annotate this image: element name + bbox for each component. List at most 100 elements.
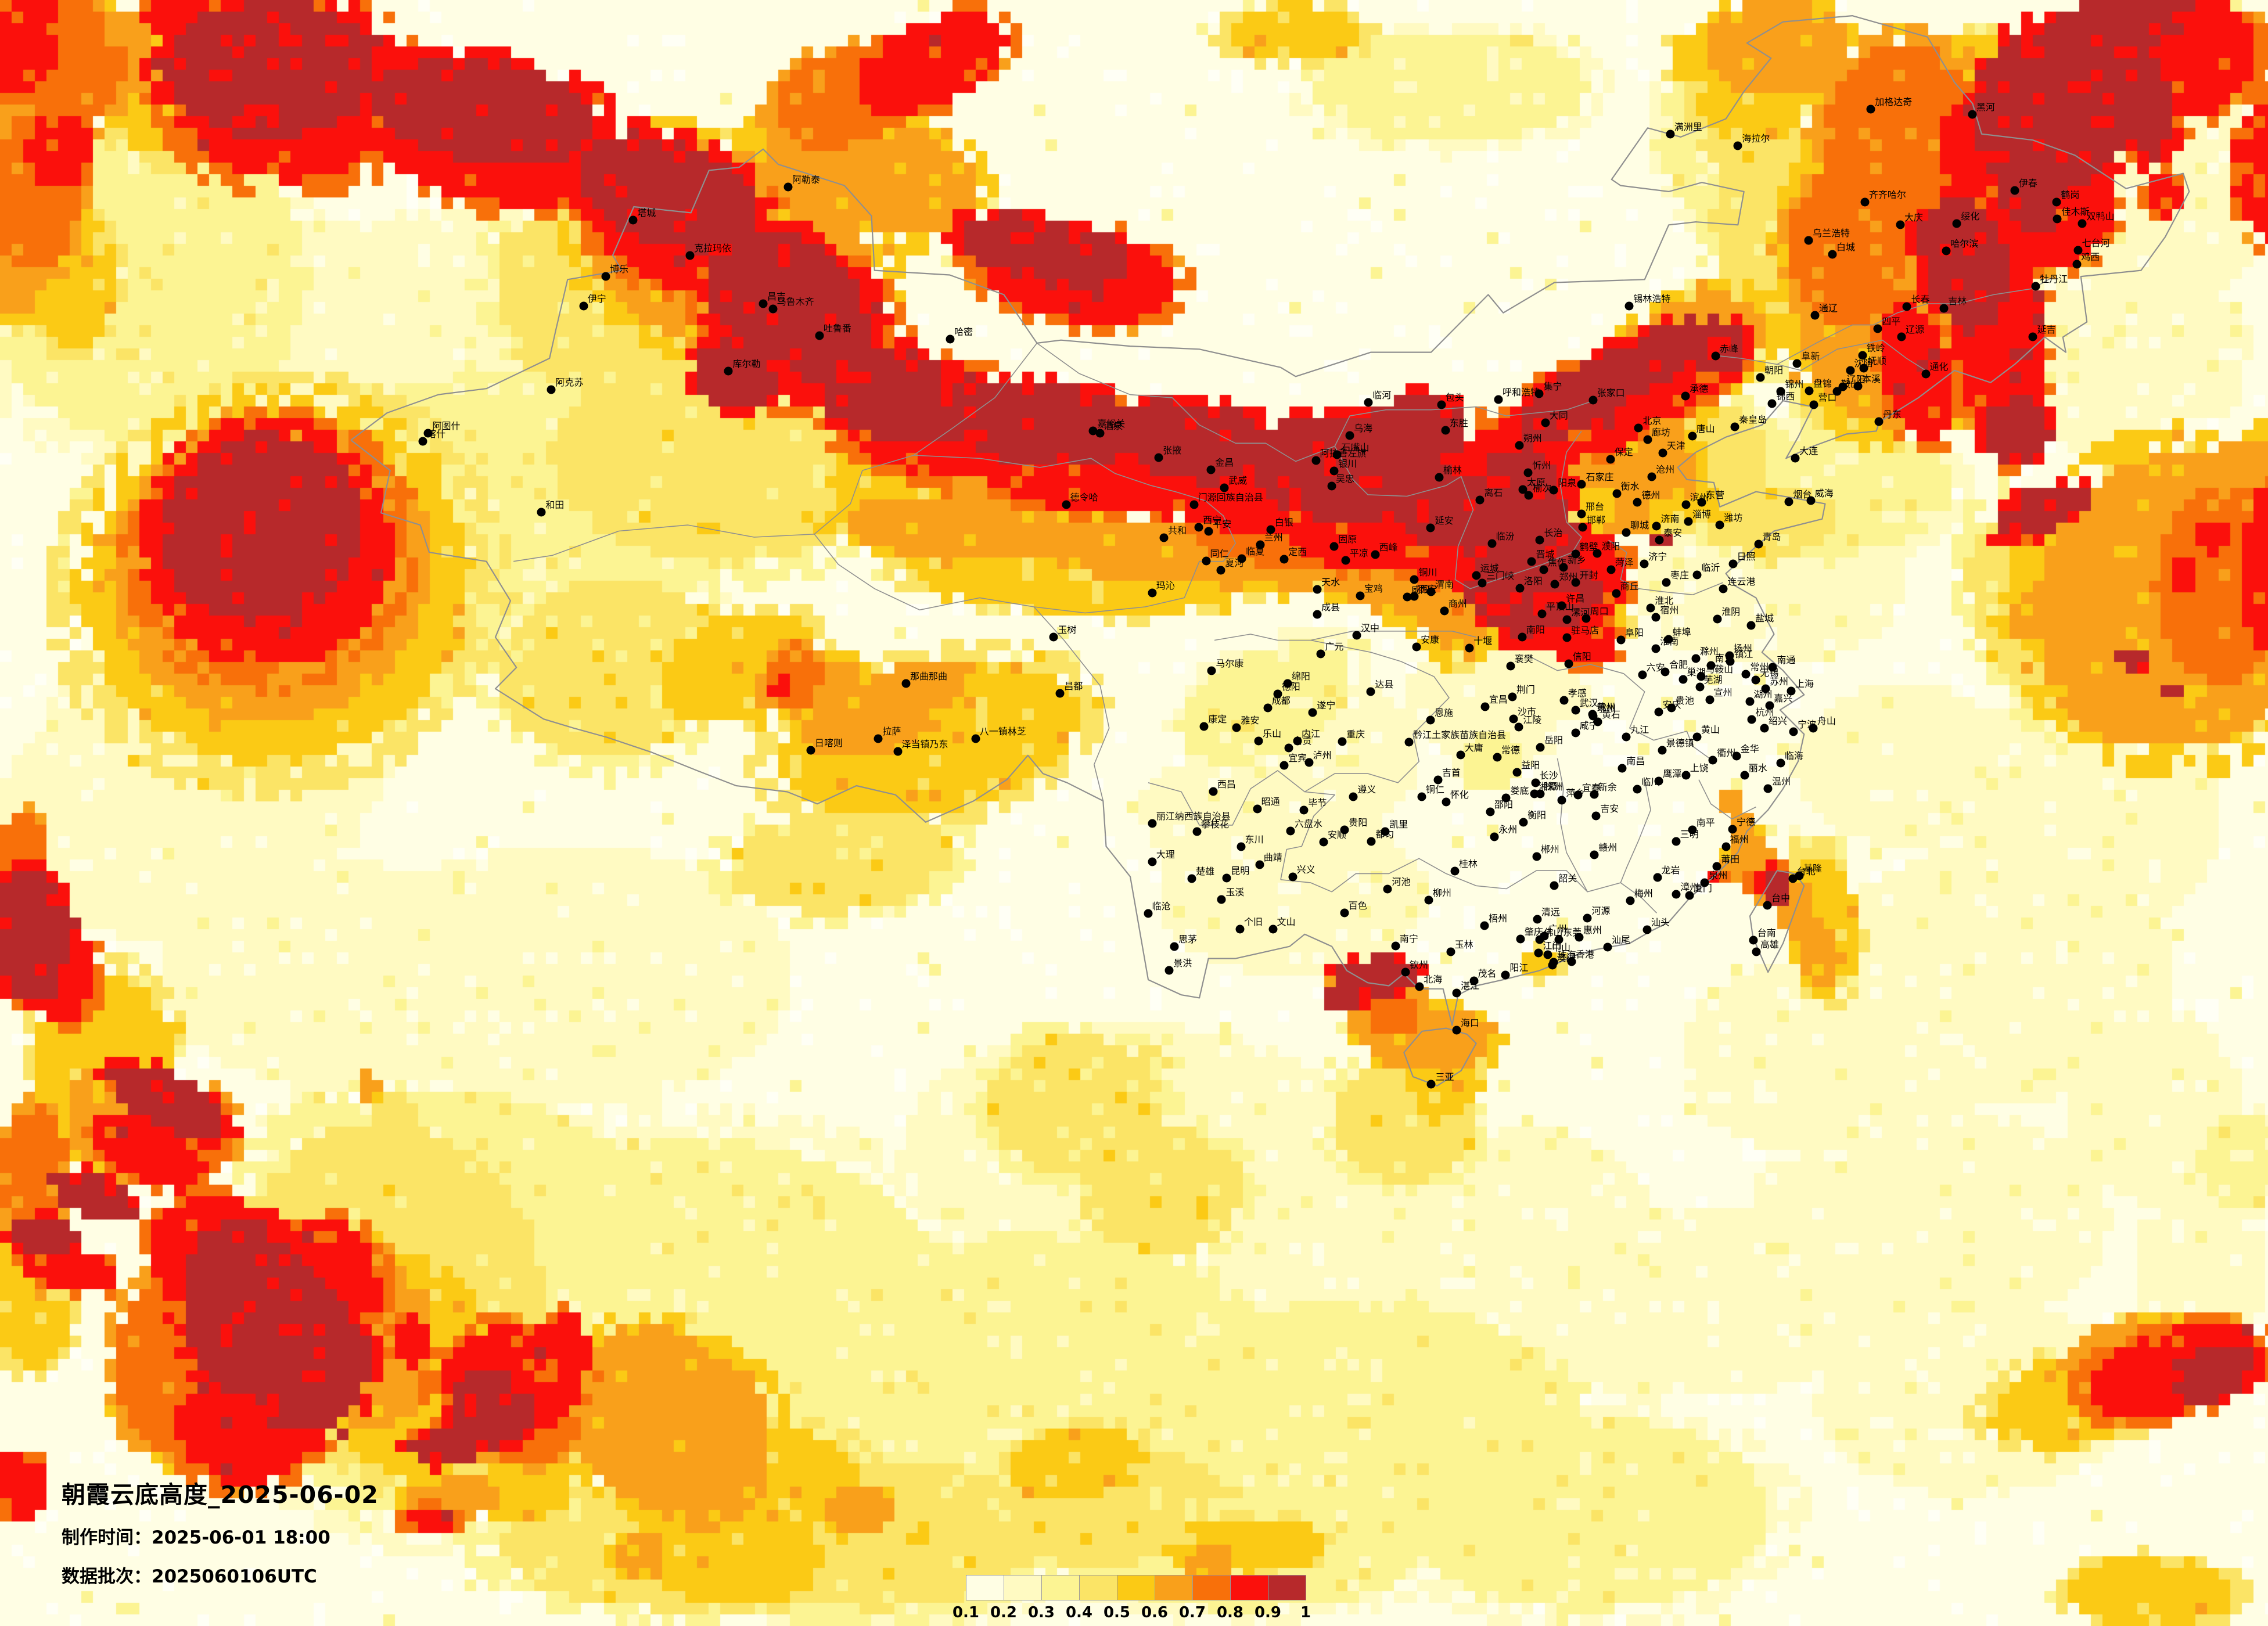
city-label: 本溪: [1862, 373, 1881, 384]
city-dot: [1732, 751, 1741, 761]
city-label: 阿克苏: [555, 376, 584, 388]
city-dot: [1866, 105, 1875, 114]
city-label: 夏河: [1225, 557, 1244, 569]
city-label: 六安: [1646, 662, 1665, 674]
city-dot: [1202, 556, 1210, 566]
city-dot: [1284, 743, 1293, 753]
city-label: 东胜: [1449, 418, 1468, 429]
city-dot: [1207, 666, 1216, 675]
city-dot: [1634, 423, 1643, 433]
city-dot: [1719, 584, 1728, 593]
city-dot: [1345, 431, 1354, 440]
colorbar-box: [1155, 1575, 1193, 1600]
city-dot: [1366, 687, 1375, 696]
city-dot: [1550, 580, 1559, 589]
city-label: 江陵: [1523, 714, 1542, 725]
city-dot: [1319, 837, 1328, 847]
city-label: 锦西: [1776, 390, 1795, 402]
city-dot: [1514, 722, 1523, 732]
city-label: 定西: [1288, 546, 1307, 557]
city-dot: [1593, 549, 1602, 558]
city-label: 三明: [1680, 828, 1699, 840]
city-label: 常德: [1501, 744, 1520, 756]
city-label: 汕尾: [1612, 934, 1631, 945]
city-label: 益阳: [1521, 759, 1540, 771]
city-dot: [2077, 219, 2087, 228]
city-label: 泽当镇乃东: [901, 738, 948, 750]
city-label: 金昌: [1215, 457, 1234, 469]
city-dot: [1691, 654, 1701, 663]
city-dot: [1216, 566, 1225, 575]
city-dot: [1541, 418, 1550, 427]
city-label: 成都: [1271, 695, 1291, 706]
city-dot: [1349, 792, 1358, 801]
city-label: 济南: [1660, 513, 1680, 524]
city-label: 贵池: [1675, 695, 1694, 707]
colorbar-box: [1192, 1575, 1231, 1600]
city-label: 同仁: [1210, 548, 1229, 559]
city-dot: [1424, 895, 1433, 905]
city-label: 上饶: [1690, 762, 1709, 774]
city-dot: [874, 734, 883, 743]
city-label: 德州: [1641, 489, 1660, 501]
city-label: 郴州: [1540, 843, 1559, 855]
city-dot: [628, 215, 638, 225]
city-dot: [1655, 535, 1664, 545]
city-label: 榆次: [1533, 482, 1552, 494]
city-dot: [1760, 724, 1769, 733]
city-dot: [1715, 520, 1724, 530]
city-label: 东莞: [1563, 927, 1582, 938]
city-label: 温州: [1772, 776, 1791, 787]
city-dot: [1204, 527, 1213, 536]
city-label: 六盘水: [1295, 818, 1323, 830]
city-dot: [1767, 399, 1777, 408]
city-label: 铜川: [1418, 567, 1437, 578]
city-label: 三亚: [1435, 1071, 1454, 1083]
city-dot: [1853, 382, 1863, 390]
city-label: 黄山: [1701, 724, 1720, 735]
city-label: 景德镇: [1666, 737, 1694, 749]
city-label: 兰州: [1264, 531, 1283, 543]
city-dot: [1705, 695, 1715, 704]
city-dot: [1784, 497, 1793, 506]
city-label: 丹东: [1882, 408, 1902, 420]
city-label: 鸡西: [2081, 251, 2100, 263]
city-label: 西安: [1418, 584, 1437, 595]
city-label: 太原: [1526, 477, 1545, 488]
city-dot: [1792, 359, 1802, 368]
city-dot: [1588, 710, 1597, 719]
city-dot: [1616, 635, 1626, 645]
city-dot: [1590, 790, 1599, 799]
city-dot: [1266, 525, 1275, 534]
city-dot: [2072, 260, 2082, 269]
city-dot: [1539, 565, 1548, 574]
city-label: 白城: [1836, 242, 1855, 253]
city-dot: [815, 331, 824, 340]
city-label: 大庆: [1904, 212, 1924, 224]
city-label: 盘锦: [1813, 378, 1832, 390]
city-label: 绵阳: [1291, 671, 1310, 682]
city-dot: [1606, 455, 1615, 464]
city-dot: [1939, 304, 1949, 313]
city-label: 鄂州: [1597, 703, 1616, 715]
city-label: 湘潭: [1539, 781, 1558, 793]
city-dot: [1426, 587, 1436, 596]
city-dot: [1646, 603, 1655, 613]
city-label: 武汉: [1579, 697, 1598, 708]
city-dot: [1741, 670, 1751, 679]
city-label: 延安: [1435, 515, 1454, 527]
city-label: 厦门: [1693, 882, 1712, 894]
city-dot: [1159, 533, 1169, 542]
city-dot: [1329, 466, 1339, 476]
city-label: 日喀则: [814, 737, 843, 749]
city-dot: [1478, 578, 1487, 588]
city-dot: [1452, 988, 1461, 998]
city-dot: [1612, 589, 1621, 598]
city-dot: [1170, 942, 1179, 951]
city-dot: [1688, 825, 1697, 834]
city-dot: [1412, 642, 1421, 652]
city-dot: [1756, 373, 1765, 382]
city-dot: [1055, 689, 1065, 698]
city-dot: [1536, 789, 1545, 798]
city-label: 淄博: [1692, 509, 1711, 520]
